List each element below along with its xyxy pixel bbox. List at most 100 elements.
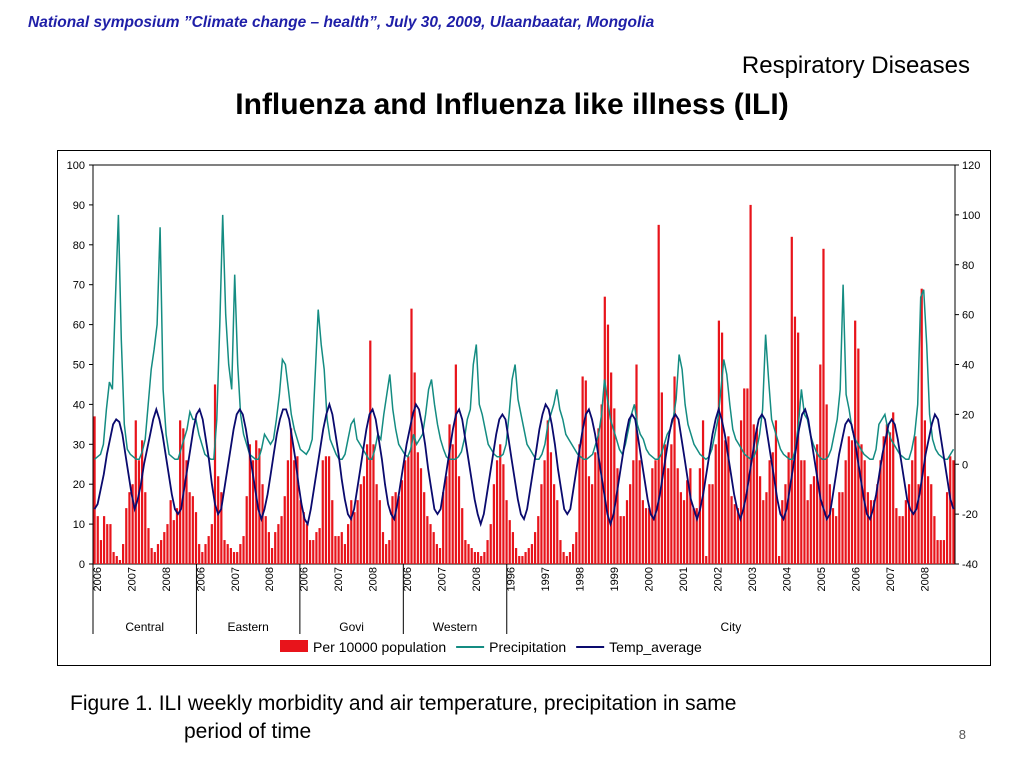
ili-bar <box>869 500 873 564</box>
ili-bar <box>762 500 765 564</box>
group-label: Govi <box>339 620 364 634</box>
ili-bar <box>492 484 496 564</box>
ili-bar <box>711 484 714 564</box>
year-tick-label: 2007 <box>437 567 449 591</box>
year-tick-label: 2006 <box>850 567 862 591</box>
ili-bar <box>907 484 911 564</box>
ili-bar <box>682 500 686 564</box>
ili-bar <box>473 552 476 564</box>
ili-bar <box>768 460 771 564</box>
ili-bar <box>499 444 502 564</box>
year-tick-label: 2008 <box>471 567 483 591</box>
ili-bar <box>324 456 328 564</box>
ili-bar <box>144 492 147 564</box>
ili-bar <box>819 364 822 564</box>
ili-bar <box>213 384 217 564</box>
year-tick-label: 2007 <box>126 567 138 591</box>
ili-bar <box>248 444 251 564</box>
ili-bar <box>679 492 682 564</box>
ili-bar <box>115 556 118 564</box>
ili-bar <box>283 496 286 564</box>
year-tick-label: 2001 <box>678 567 690 591</box>
year-tick-label: 2008 <box>368 567 380 591</box>
ili-bar <box>584 380 587 564</box>
ili-bar <box>705 556 708 564</box>
ili-bar <box>302 512 305 564</box>
ili-bar <box>686 480 689 564</box>
ili-bar <box>270 548 274 564</box>
ili-bar <box>210 524 213 564</box>
ili-bar <box>790 236 793 564</box>
ili-bar <box>565 556 568 564</box>
ili-bar <box>128 492 131 564</box>
ili-bar <box>933 516 936 564</box>
ili-bar <box>141 440 144 564</box>
ili-bar <box>587 476 591 564</box>
ili-bar <box>102 516 106 564</box>
ili-bar <box>724 440 727 564</box>
year-tick-label: 2005 <box>816 567 828 591</box>
ili-bar <box>375 484 378 564</box>
y-tick-label: 90 <box>73 200 85 212</box>
ili-bar <box>606 324 610 564</box>
ili-bar <box>939 540 942 564</box>
y-tick-label: 60 <box>73 320 85 332</box>
ili-bar <box>568 552 572 564</box>
ili-bar <box>758 476 762 564</box>
ili-bar <box>930 484 933 564</box>
caption-line-1: Figure 1. ILI weekly morbidity and air t… <box>70 692 737 715</box>
ili-bar <box>267 532 270 564</box>
ili-bar <box>876 484 879 564</box>
ili-bar <box>312 540 315 564</box>
ili-bar <box>381 532 385 564</box>
ili-bar <box>502 464 505 564</box>
ili-bar <box>483 552 486 564</box>
ili-bar <box>366 444 369 564</box>
ili-bar <box>743 388 746 564</box>
year-tick-label: 2007 <box>333 567 345 591</box>
ili-bar <box>641 500 644 564</box>
ili-bar <box>334 536 337 564</box>
figure-caption: Figure 1. ILI weekly morbidity and air t… <box>70 690 736 746</box>
year-tick-label: 1996 <box>506 567 518 591</box>
ili-bar <box>226 544 229 564</box>
ili-bar <box>670 444 673 564</box>
ili-bar <box>404 460 407 564</box>
ili-bar <box>251 460 255 564</box>
ili-bar <box>556 500 559 564</box>
section-label: Respiratory Diseases <box>741 52 970 79</box>
ili-bar <box>787 452 790 564</box>
ili-bar <box>461 508 464 564</box>
ili-bar <box>397 496 400 564</box>
ili-bar <box>882 436 885 564</box>
ili-bar <box>549 452 553 564</box>
ili-bar <box>179 420 182 564</box>
ili-bar <box>137 460 141 564</box>
ili-bar <box>708 484 711 564</box>
ili-bar <box>457 476 461 564</box>
ili-bar <box>629 484 632 564</box>
ili-bar <box>847 436 850 564</box>
ili-bar <box>784 484 787 564</box>
ili-bar <box>438 548 442 564</box>
y-tick-label: 30 <box>73 439 85 451</box>
ili-bar <box>229 548 232 564</box>
ili-bar <box>188 492 191 564</box>
legend-label: Temp_average <box>609 639 702 655</box>
ili-bar <box>340 532 343 564</box>
ili-bar <box>93 416 96 564</box>
ili-bar <box>926 476 930 564</box>
ili-bar <box>419 468 423 564</box>
ili-bar <box>112 552 115 564</box>
y-tick-label: 80 <box>73 240 85 252</box>
ili-bar <box>217 476 220 564</box>
legend-label: Per 10000 population <box>313 639 446 655</box>
ili-bar <box>505 500 508 564</box>
ili-bar <box>156 544 160 564</box>
ili-bar <box>942 540 946 564</box>
ili-bar <box>885 424 888 564</box>
ili-bar <box>689 468 692 564</box>
ili-bar <box>185 460 188 564</box>
ili-bar <box>578 444 581 564</box>
ili-bar <box>286 460 290 564</box>
